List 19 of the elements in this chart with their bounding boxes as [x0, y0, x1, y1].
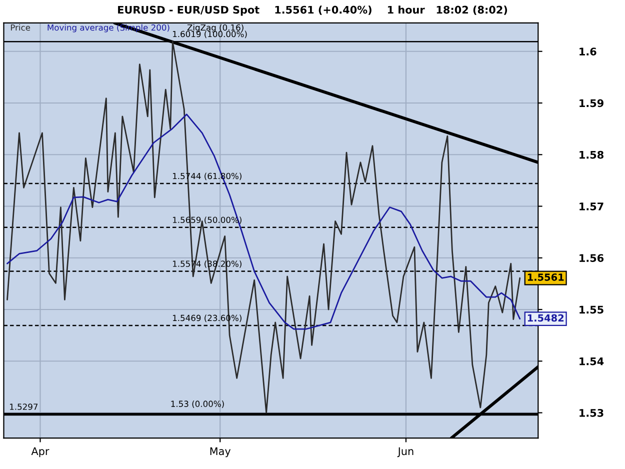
y-tick-label: 1.6 [580, 48, 596, 56]
annotation: ZigZag (0.16) [187, 24, 244, 32]
data-label: 1.5561 [528, 273, 564, 281]
y-tick-label: 1.59 [580, 99, 604, 108]
y-tick-label: 1.57 [580, 202, 604, 210]
x-tick-label: Jun [397, 447, 414, 458]
ref-line-label: 1.5297 [10, 404, 38, 410]
x-tick-label: May [210, 447, 231, 458]
x-tick-label: Apr [31, 447, 50, 458]
chart-title: EURUSD - EUR/USD Spot 1.5561 (+0.40%) 1 hour 18:02 (8:02) [118, 6, 508, 16]
ref-line-label: 1.6019 (100.00%) [172, 30, 247, 38]
y-tick-label: 1.54 [580, 357, 604, 366]
annotation: 1.53 (0.00%) [171, 400, 224, 408]
y-tick-label: 1.56 [580, 254, 604, 262]
y-tick-label: 1.55 [580, 306, 604, 314]
data-label: 1.5482 [528, 314, 564, 322]
y-tick-label: 1.53 [580, 408, 604, 417]
text: Price [10, 24, 30, 31]
y-tick-label: 1.58 [580, 150, 604, 159]
